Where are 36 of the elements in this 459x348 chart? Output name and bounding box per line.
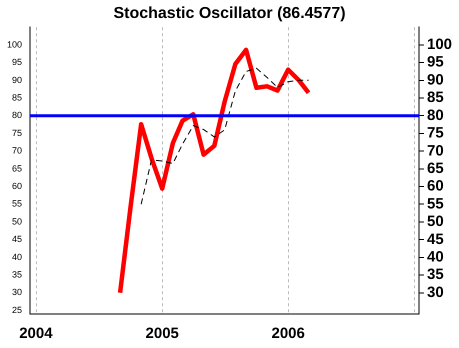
y-tick-label: 80 <box>12 110 22 120</box>
y-tick-label: 85 <box>12 92 22 102</box>
y2-tick-label: 90 <box>426 71 444 88</box>
y2-tick-label: 50 <box>426 213 444 230</box>
y-tick-label: 35 <box>12 270 22 280</box>
x-tick-label: 2005 <box>146 325 179 342</box>
y-tick-label: 65 <box>12 163 22 174</box>
y-tick-label: 50 <box>12 216 22 226</box>
y2-tick-label: 65 <box>426 160 444 177</box>
y-tick-label: 40 <box>12 252 22 262</box>
y-tick-label: 25 <box>12 304 22 315</box>
y-tick-label: 60 <box>12 181 22 192</box>
y-tick-label: 75 <box>12 128 22 138</box>
line-series <box>140 68 310 205</box>
y2-tick-label: 40 <box>426 248 444 266</box>
y-tick-label: 100 <box>6 39 22 50</box>
y2-tick-label: 30 <box>426 284 444 301</box>
y-tick-label: 95 <box>12 57 22 68</box>
y2-tick-label: 75 <box>426 124 444 142</box>
y2-tick-label: 45 <box>426 230 444 248</box>
y2-tick-label: 95 <box>426 54 444 71</box>
y2-tick-label: 80 <box>426 106 444 124</box>
y-tick-label: 90 <box>12 74 22 85</box>
y-tick-label: 30 <box>12 287 22 298</box>
y-tick-label: 55 <box>12 198 22 209</box>
y2-tick-label: 85 <box>426 89 444 106</box>
y2-tick-label: 35 <box>426 266 444 284</box>
y-tick-label: 70 <box>12 146 22 156</box>
x-tick-label: 2004 <box>19 325 54 342</box>
chart-title: Stochastic Oscillator (86.4577) <box>113 5 346 22</box>
y2-tick-label: 55 <box>426 195 444 212</box>
y-tick-label: 45 <box>12 234 22 244</box>
y2-tick-label: 100 <box>426 36 452 54</box>
y2-tick-label: 70 <box>426 142 444 160</box>
y2-tick-label: 60 <box>426 178 444 195</box>
x-tick-label: 2006 <box>271 325 305 342</box>
